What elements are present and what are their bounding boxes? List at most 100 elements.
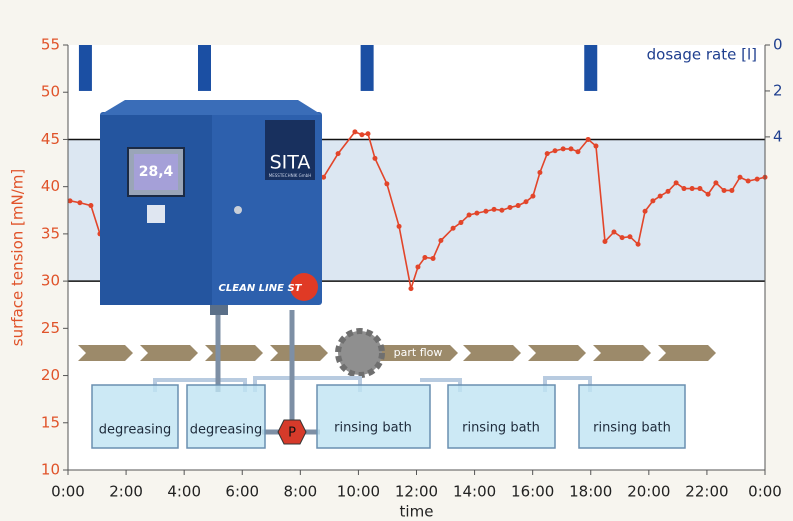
y-tick-label: 55 (41, 36, 60, 54)
data-point (352, 129, 358, 135)
data-point (697, 186, 703, 192)
data-point (507, 204, 513, 210)
data-point (602, 238, 608, 244)
brand-sub: MESSTECHNIK GmbH (269, 173, 311, 178)
data-point (438, 238, 444, 243)
y-tick-label: 45 (41, 130, 60, 148)
x-tick-label: 0:00 (51, 483, 85, 501)
dosage-bar (584, 45, 598, 91)
y-tick-label: 15 (41, 413, 60, 431)
data-point (705, 191, 711, 197)
tank-label: degreasing (99, 423, 171, 438)
flow-label: part flow (394, 346, 443, 359)
data-point (88, 203, 94, 209)
y2-tick-label: 0 (773, 36, 783, 54)
x-axis-title: time (400, 503, 434, 521)
data-point (422, 255, 428, 260)
data-point (619, 235, 625, 241)
data-point (396, 223, 402, 229)
x-tick-label: 12:00 (395, 483, 438, 501)
tank-label: degreasing (190, 423, 262, 438)
x-tick-label: 8:00 (283, 483, 317, 501)
data-point (585, 136, 591, 142)
data-point (415, 264, 421, 270)
data-point (575, 149, 581, 155)
gear (335, 328, 385, 378)
data-point (552, 148, 558, 154)
x-tick-label: 22:00 (685, 483, 728, 501)
data-point (689, 186, 695, 192)
y2-tick-label: 2 (773, 81, 783, 99)
tank-label: rinsing bath (334, 421, 412, 436)
data-point (544, 151, 550, 157)
data-point (745, 178, 751, 184)
x-tick-label: 18:00 (569, 483, 612, 501)
data-point (754, 176, 760, 182)
flow-arrows (78, 345, 716, 361)
y-tick-label: 20 (41, 366, 60, 384)
data-point (713, 180, 719, 186)
x-tick-label: 10:00 (337, 483, 380, 501)
x-tick-label: 16:00 (511, 483, 554, 501)
y-tick-label: 30 (41, 272, 60, 290)
data-point (627, 234, 633, 240)
data-point (67, 198, 73, 204)
y-tick-label: 50 (41, 83, 60, 101)
x-tick-label: 6:00 (225, 483, 259, 501)
data-point (560, 146, 566, 152)
device: 28,4 SITA MESSTECHNIK GmbH CLEAN LINE ST (100, 100, 322, 315)
data-point (450, 225, 456, 231)
y2-tick-label: 4 (773, 127, 783, 145)
data-point (359, 132, 365, 138)
tanks (91, 384, 686, 449)
display: 28,4 (139, 164, 174, 180)
y-tick-label: 35 (41, 224, 60, 242)
data-point (665, 188, 671, 194)
dosage-bar (197, 45, 211, 91)
brand: SITA (270, 152, 311, 174)
y-tick-label: 10 (41, 461, 60, 479)
data-point (430, 255, 436, 261)
tank-label: rinsing bath (593, 421, 671, 436)
y-axis-title: surface tension [mN/m] (9, 169, 27, 346)
model: CLEAN LINE ST (219, 283, 303, 294)
tank-label: rinsing bath (462, 421, 540, 436)
data-point (515, 203, 521, 209)
data-point (681, 186, 687, 192)
y2-axis-title: dosage rate [l] (647, 46, 757, 64)
data-point (721, 187, 727, 193)
data-point (365, 131, 371, 137)
data-point (523, 199, 529, 205)
data-point (642, 208, 648, 214)
data-point (491, 206, 497, 212)
data-point (537, 170, 543, 175)
data-point (372, 155, 378, 161)
data-point (466, 212, 472, 218)
x-tick-label: 4:00 (167, 483, 201, 501)
data-point (530, 193, 536, 199)
data-point (408, 286, 414, 292)
y-tick-label: 25 (41, 319, 60, 337)
data-point (650, 198, 656, 204)
data-point (593, 143, 599, 149)
data-point (499, 207, 505, 213)
data-point (384, 181, 390, 187)
x-tick-label: 0:00 (748, 483, 782, 501)
data-point (657, 193, 663, 199)
dosage-bar (360, 45, 374, 91)
data-point (568, 146, 574, 152)
illustration: part flow degreasing degreasing rinsing … (78, 100, 716, 449)
dosage-bar (78, 45, 92, 91)
data-point (737, 174, 743, 180)
pump (277, 419, 307, 445)
data-point (611, 229, 617, 235)
pump-label: P (288, 426, 296, 441)
data-point (483, 208, 489, 214)
x-tick-label: 2:00 (109, 483, 143, 501)
data-point (458, 220, 464, 226)
data-point (673, 180, 679, 186)
data-point (321, 174, 327, 180)
data-point (729, 187, 735, 193)
data-point (77, 200, 83, 206)
